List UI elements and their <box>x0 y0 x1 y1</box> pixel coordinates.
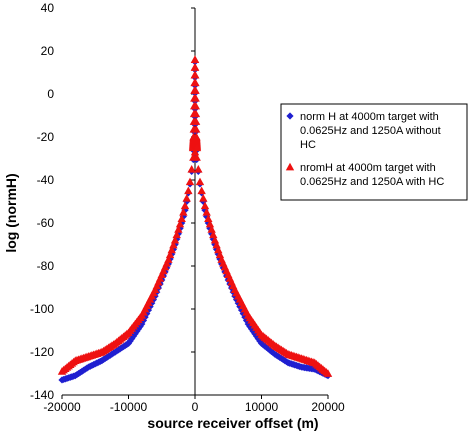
legend-label: nromH at 4000m target with <box>300 162 436 174</box>
data-point <box>239 309 247 318</box>
data-point <box>191 101 200 110</box>
data-point <box>199 194 208 202</box>
x-tick-label: 0 <box>192 400 199 414</box>
data-point <box>184 186 193 195</box>
data-point <box>190 147 200 156</box>
data-point <box>170 236 180 244</box>
data-point <box>126 337 134 345</box>
data-point <box>179 208 188 216</box>
legend-marker <box>286 112 294 120</box>
data-point <box>202 208 211 216</box>
data-point <box>167 245 176 254</box>
data-point <box>204 214 213 223</box>
data-point <box>172 230 181 239</box>
data-point <box>323 369 333 377</box>
y-tick-label: -80 <box>37 259 55 273</box>
data-point <box>187 165 196 173</box>
data-point <box>191 109 201 118</box>
data-point <box>191 86 200 94</box>
series-2 <box>57 55 333 377</box>
data-point <box>256 337 264 345</box>
data-point <box>180 201 190 210</box>
data-point <box>169 240 178 249</box>
data-point <box>197 186 206 195</box>
data-point <box>133 327 141 335</box>
data-point <box>148 299 156 307</box>
x-tick-label: -20000 <box>43 400 81 414</box>
data-point <box>165 250 175 259</box>
x-axis-title: source receiver offset (m) <box>147 415 318 431</box>
data-point <box>191 78 200 87</box>
data-point <box>249 327 257 335</box>
series-layer <box>57 55 333 384</box>
x-tick-label: -10000 <box>110 400 148 414</box>
data-point <box>164 255 173 263</box>
data-point <box>175 219 185 228</box>
y-tick-label: 0 <box>47 87 54 101</box>
legend-label: 0.0625Hz and 1250A with HC <box>300 176 444 188</box>
legend-box <box>280 103 468 201</box>
data-point <box>251 330 259 338</box>
y-tick-label: -140 <box>30 388 54 402</box>
data-point <box>191 94 200 102</box>
y-tick-label: -20 <box>37 130 55 144</box>
data-point <box>134 325 143 333</box>
x-tick-label: 10000 <box>245 400 279 414</box>
y-tick-label: 40 <box>41 1 55 15</box>
data-point <box>191 125 201 133</box>
data-point <box>200 201 210 210</box>
data-point <box>195 177 205 186</box>
data-point <box>234 299 242 307</box>
y-tick-label: -100 <box>30 302 54 316</box>
y-tick-label: -60 <box>37 216 55 230</box>
data-point <box>205 219 215 228</box>
legend-marker <box>285 162 295 171</box>
data-point <box>190 63 200 71</box>
y-axis-title: log (normH) <box>3 173 19 252</box>
data-point <box>191 70 200 79</box>
y-tick-label: -120 <box>30 345 54 359</box>
data-point <box>192 143 202 152</box>
data-point <box>207 225 216 233</box>
data-point <box>190 55 200 63</box>
data-point <box>177 214 186 223</box>
legend-label: HC <box>300 139 316 151</box>
data-point <box>143 309 151 318</box>
tick-labels: -140 -120 -100 -80 -60 -40 -20 0 20 40 -20000 -1000… <box>30 1 345 414</box>
data-point <box>124 339 133 347</box>
data-point <box>192 153 201 161</box>
x-tick-label: 20000 <box>311 400 345 414</box>
y-tick-label: -40 <box>37 173 55 187</box>
data-point <box>174 225 183 233</box>
legend-label: norm H at 4000m target with <box>300 111 439 123</box>
data-point <box>191 117 201 125</box>
data-point <box>209 230 218 239</box>
data-point <box>131 330 139 338</box>
data-point <box>194 165 203 173</box>
data-point <box>185 177 195 186</box>
data-point <box>182 194 191 202</box>
legend: norm H at 4000m target with 0.0625Hz and … <box>280 103 468 201</box>
legend-label: 0.0625Hz and 1250A without <box>300 125 441 137</box>
y-tick-label: 20 <box>41 44 55 58</box>
